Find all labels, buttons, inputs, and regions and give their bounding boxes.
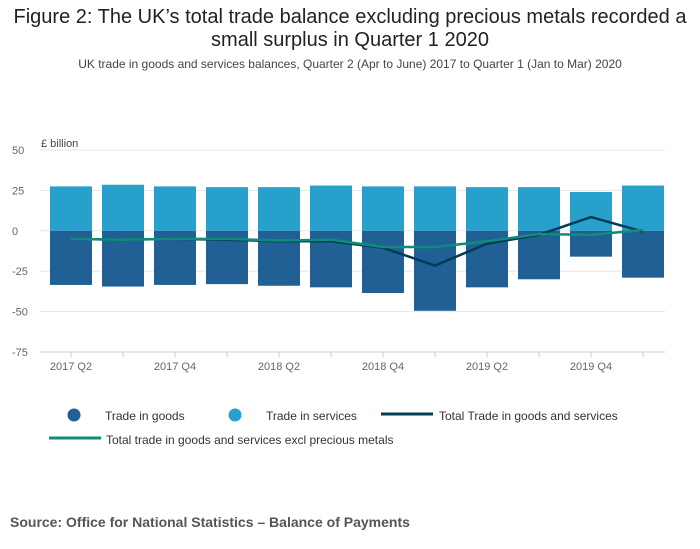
x-tick-label: 2017 Q4: [154, 361, 196, 373]
services-bar: [206, 187, 248, 231]
services-bar: [466, 187, 508, 231]
total-excl-precious-line: [70, 228, 644, 249]
y-tick-label: 0: [12, 226, 18, 238]
y-tick-label: -75: [12, 347, 28, 359]
legend-label: Total Trade in goods and services: [439, 409, 618, 423]
x-tick-label: 2017 Q2: [50, 361, 92, 373]
y-tick-label: -25: [12, 266, 28, 278]
goods-bar: [414, 230, 456, 311]
services-bar: [154, 186, 196, 231]
legend-label: Trade in goods: [105, 409, 185, 423]
services-bar: [50, 186, 92, 231]
x-tick-label: 2018 Q4: [362, 361, 404, 373]
legend-label: Total trade in goods and services excl p…: [106, 433, 393, 447]
goods-bar: [518, 230, 560, 280]
y-tick-label: 50: [12, 145, 24, 157]
services-bar: [362, 186, 404, 231]
services-bar: [518, 187, 560, 231]
x-tick-label: 2019 Q4: [570, 361, 612, 373]
x-tick-label: 2018 Q2: [258, 361, 300, 373]
chart-subtitle: UK trade in goods and services balances,…: [78, 57, 622, 71]
chart-title: Figure 2: The UK’s total trade balance e…: [13, 6, 687, 51]
y-tick-label: -50: [12, 307, 28, 319]
x-tick-label: 2019 Q2: [466, 361, 508, 373]
chart-canvas: £ billion 50 25 0 -25 -50 -75 2017 Q2 2017 Q4 2…: [12, 138, 665, 447]
legend-label: Trade in services: [266, 409, 357, 423]
services-bar: [414, 186, 456, 231]
y-tick-label: 25: [12, 185, 24, 197]
legend-swatch: [67, 408, 81, 422]
services-bar: [102, 184, 144, 231]
source-note: Source: Office for National Statistics –…: [10, 514, 410, 530]
services-bar: [258, 187, 300, 231]
y-axis-unit-label: £ billion: [41, 138, 78, 150]
legend-swatch: [228, 408, 242, 422]
services-bar: [570, 192, 612, 231]
goods-bar: [362, 230, 404, 294]
services-bar: [622, 185, 664, 231]
services-bar: [310, 185, 352, 231]
goods-bar: [622, 230, 664, 278]
